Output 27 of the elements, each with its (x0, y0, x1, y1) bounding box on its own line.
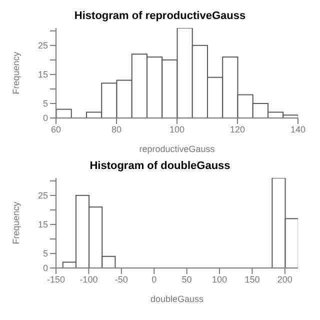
y-tick-label: 0 (42, 263, 48, 274)
x-tick-label: -150 (46, 274, 66, 284)
y-axis-title: Frequency (11, 51, 22, 94)
y-tick-label: 25 (38, 190, 48, 201)
x-tick-label: 140 (290, 124, 306, 134)
x-axis-title: reproductiveGauss (139, 144, 216, 154)
x-axis-title: doubleGauss (150, 294, 204, 304)
x-tick-label: -50 (114, 274, 128, 284)
x-tick-label: 60 (50, 124, 62, 134)
x-tick-label: 50 (182, 274, 192, 284)
chart-title: Histogram of doubleGauss (88, 159, 232, 174)
x-tick-label: 120 (230, 124, 246, 134)
y-tick-label: 5 (42, 248, 48, 259)
x-tick-label: 100 (169, 124, 185, 134)
chart-title: Histogram of reproductiveGauss (73, 9, 247, 24)
x-tick-label: 0 (152, 274, 157, 284)
y-tick-label: 25 (38, 40, 48, 51)
y-tick-label: 0 (42, 113, 48, 124)
y-tick-label: 15 (38, 70, 48, 80)
x-tick-label: 80 (111, 124, 122, 134)
y-axis-title: Frequency (11, 201, 22, 244)
x-tick-label: 150 (244, 274, 260, 284)
x-tick-label: 200 (277, 274, 292, 284)
y-tick-label: 15 (38, 220, 48, 230)
x-tick-label: -100 (80, 274, 98, 284)
y-tick-label: 5 (42, 98, 48, 109)
x-tick-label: 100 (212, 274, 228, 284)
